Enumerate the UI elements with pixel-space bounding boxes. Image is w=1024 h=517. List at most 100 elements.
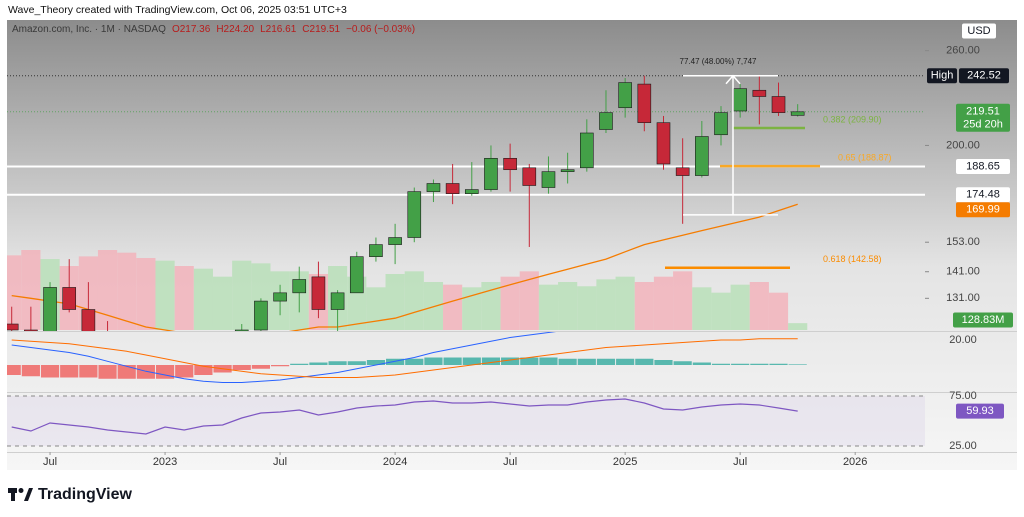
last-price-label: 219.51 — [966, 106, 1000, 118]
volume-bar — [21, 250, 41, 330]
macd-histogram-bar — [328, 361, 347, 365]
hline-label-box — [956, 159, 1010, 175]
volume-bar — [443, 284, 463, 330]
candle-body — [752, 89, 767, 97]
volume-bar — [174, 266, 194, 330]
candle-body — [637, 83, 652, 123]
volume-bar — [730, 284, 750, 330]
candle-body — [790, 111, 805, 116]
volume-bar — [366, 287, 386, 330]
volume-bar — [404, 271, 424, 330]
macd-histogram-bar — [386, 358, 405, 365]
macd-histogram-bar — [117, 365, 136, 379]
volume-bar — [423, 282, 444, 330]
ohlc-change: −0.06 (−0.03%) — [346, 24, 416, 35]
candle-body — [311, 276, 326, 310]
macd-pane — [7, 332, 807, 383]
macd-histogram-bar — [79, 365, 98, 378]
candle-body — [733, 88, 747, 112]
macd-histogram-bar — [270, 365, 290, 367]
ohlc-value: O217.36 — [171, 24, 211, 35]
rsi-pane — [7, 395, 925, 447]
macd-histogram-bar — [539, 357, 558, 365]
macd-histogram-bar — [692, 362, 711, 365]
x-tick-label: Jul — [43, 456, 57, 468]
volume-bar — [519, 271, 539, 330]
brand: TradingView — [38, 486, 133, 503]
macd-histogram-bar — [309, 362, 328, 365]
volume-label: 128.83M — [962, 314, 1005, 326]
macd-histogram-bar — [175, 365, 194, 378]
macd-histogram-bar — [462, 357, 481, 365]
symbol-title: Amazon.com, Inc. · 1M · NASDAQ — [12, 24, 166, 35]
candle-body — [254, 300, 268, 331]
volume-bar — [500, 276, 520, 330]
x-tick-label: 2023 — [153, 456, 177, 468]
volume-bar — [634, 282, 654, 330]
macd-histogram-bar — [155, 365, 175, 379]
rsi-tick-label: 25.00 — [949, 440, 977, 452]
price-pane: 0.382 (209.90) 0.65 (188.87) 0.618 (142.58… — [7, 57, 925, 331]
candle-body — [522, 167, 537, 186]
x-tick-label: Jul — [273, 456, 287, 468]
volume-bar — [538, 284, 559, 330]
candle-body — [714, 112, 728, 136]
rsi-band — [7, 396, 925, 446]
candle-body — [24, 329, 38, 331]
macd-histogram-bar — [21, 365, 40, 377]
rsi-tick-label: 75.00 — [949, 390, 977, 402]
countdown: 25d 20h — [963, 119, 1003, 131]
brand-logo — [8, 488, 33, 501]
volume-bar — [577, 286, 597, 330]
candle-body — [560, 169, 575, 172]
ohlc-value: L216.61 — [260, 24, 297, 35]
macd-histogram-bar — [7, 365, 21, 375]
macd-histogram-bar — [405, 358, 424, 365]
candle-body — [234, 329, 249, 331]
macd-histogram-bar — [731, 363, 750, 365]
macd-histogram-bar — [232, 365, 251, 370]
legend: Amazon.com, Inc. · 1M · NASDAQ O217.36 H… — [12, 24, 415, 35]
macd-histogram-bar — [750, 363, 769, 365]
macd-histogram-bar — [366, 360, 386, 365]
macd-tick-label: 20.00 — [949, 334, 977, 346]
measure-label: 77.47 (48.00%) 7,747 — [680, 57, 757, 66]
candle-body — [292, 279, 307, 294]
volume-bar — [7, 255, 22, 330]
candle-body — [81, 309, 96, 331]
macd-histogram-bar — [596, 358, 616, 365]
measure-arrow — [725, 74, 741, 85]
candle-body — [426, 183, 441, 192]
volume-bar — [692, 287, 712, 330]
y-tick-label: 200.00 — [946, 139, 980, 151]
candle-body — [7, 323, 19, 331]
candle-body — [388, 237, 402, 245]
candle-body — [618, 82, 632, 109]
candle-body — [407, 191, 422, 238]
x-tick-label: 2026 — [843, 456, 867, 468]
ohlc-value: H224.20 — [216, 24, 255, 35]
macd-histogram-bar — [635, 358, 654, 365]
macd-histogram-bar — [136, 365, 155, 379]
volume-bar — [768, 292, 789, 330]
volume-bar — [711, 292, 731, 330]
macd-histogram-bar — [788, 364, 807, 365]
ma-label: 169.99 — [966, 204, 1000, 216]
volume-bar — [615, 276, 635, 330]
candle-body — [541, 171, 556, 188]
caption: Wave_Theory created with TradingView.com… — [8, 4, 347, 16]
volume-bar — [749, 282, 769, 330]
macd-histogram-bar — [769, 363, 788, 365]
candle-body — [484, 157, 498, 190]
volume-bar — [193, 268, 213, 330]
hline-label: 174.48 — [966, 189, 1000, 201]
macd-histogram-bar — [98, 365, 117, 379]
macd-histogram-bar — [290, 363, 309, 365]
x-tick-label: 2024 — [383, 456, 407, 468]
macd-line — [11, 332, 557, 383]
fib-label: 0.65 (188.87) — [838, 152, 892, 162]
candle-body — [369, 244, 383, 257]
macd-histogram-bar — [251, 365, 270, 369]
candle-body — [580, 132, 594, 169]
volume-bar — [673, 271, 693, 330]
